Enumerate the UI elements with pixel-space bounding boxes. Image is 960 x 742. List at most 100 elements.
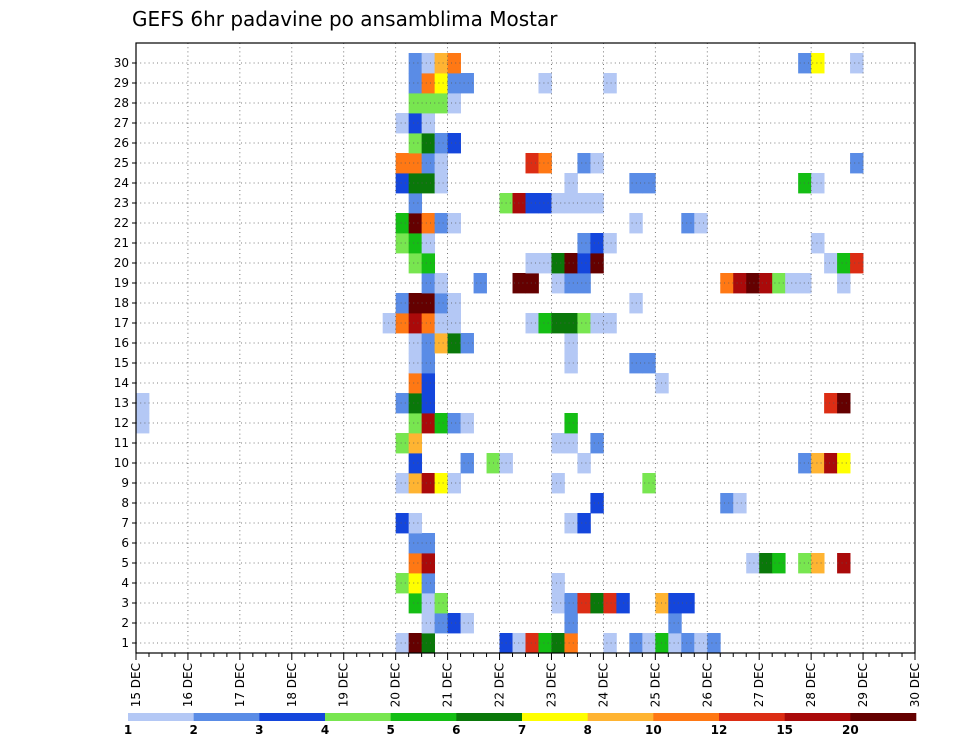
precip-cell bbox=[434, 293, 448, 314]
precip-cell bbox=[421, 233, 436, 254]
precip-cell bbox=[538, 193, 552, 214]
precip-cell bbox=[421, 633, 436, 654]
precip-cell bbox=[811, 173, 825, 194]
precip-cell bbox=[811, 233, 825, 254]
y-tick-label: 9 bbox=[121, 476, 129, 490]
precip-cell bbox=[447, 293, 461, 314]
precip-cell bbox=[538, 73, 552, 94]
precip-cell bbox=[525, 313, 539, 334]
precip-cell bbox=[460, 333, 474, 354]
precip-cell bbox=[668, 613, 682, 634]
precip-cell bbox=[136, 413, 150, 434]
precip-cell bbox=[408, 193, 423, 214]
precip-cell bbox=[421, 393, 436, 414]
colorbar-swatch bbox=[390, 713, 457, 721]
precip-cell bbox=[798, 273, 812, 294]
precip-cell bbox=[395, 633, 410, 654]
colorbar-swatch bbox=[719, 713, 785, 721]
precip-cell bbox=[512, 633, 526, 654]
precip-cell bbox=[395, 173, 410, 194]
precip-cell bbox=[408, 433, 423, 454]
precip-cell bbox=[564, 313, 578, 334]
precip-cell bbox=[811, 553, 825, 574]
precip-cell bbox=[694, 633, 708, 654]
precip-cell bbox=[395, 153, 410, 174]
precip-cell bbox=[421, 93, 436, 114]
x-tick-label: 16 DEC bbox=[181, 663, 195, 707]
y-tick-label: 6 bbox=[121, 536, 129, 550]
precip-cell bbox=[421, 53, 436, 74]
y-tick-label: 20 bbox=[114, 256, 129, 270]
precip-cell bbox=[603, 313, 617, 334]
precip-cell bbox=[850, 53, 864, 74]
precip-cell bbox=[421, 413, 436, 434]
precip-cell bbox=[434, 93, 448, 114]
precip-cell bbox=[460, 613, 474, 634]
precip-cell bbox=[655, 593, 669, 614]
precip-cell bbox=[551, 593, 565, 614]
precip-cell bbox=[408, 473, 423, 494]
precip-cell bbox=[447, 313, 461, 334]
x-tick-label: 28 DEC bbox=[804, 663, 818, 707]
precip-cell bbox=[564, 593, 578, 614]
precip-cell bbox=[590, 233, 604, 254]
precip-cell bbox=[460, 453, 474, 474]
x-tick-label: 17 DEC bbox=[233, 663, 247, 707]
precip-cell bbox=[681, 213, 695, 234]
colorbar-label: 4 bbox=[321, 723, 329, 737]
precip-cell bbox=[798, 53, 812, 74]
precip-cell bbox=[408, 333, 423, 354]
precip-cell bbox=[434, 153, 448, 174]
precip-cell bbox=[538, 313, 552, 334]
precip-cell bbox=[447, 473, 461, 494]
y-tick-label: 4 bbox=[121, 576, 129, 590]
precip-cell bbox=[668, 633, 682, 654]
x-tick-label: 27 DEC bbox=[752, 663, 766, 707]
precip-cell bbox=[564, 273, 578, 294]
y-axis: 1234567891011121314151617181920212223242… bbox=[114, 56, 136, 650]
precip-cell bbox=[577, 233, 591, 254]
precip-cell bbox=[395, 293, 410, 314]
precip-cell bbox=[551, 193, 565, 214]
y-tick-label: 21 bbox=[114, 236, 129, 250]
precip-cell bbox=[408, 93, 423, 114]
precip-cell bbox=[408, 373, 423, 394]
precip-cell bbox=[564, 253, 578, 274]
precip-cell bbox=[590, 493, 604, 514]
precip-cell bbox=[421, 333, 436, 354]
precip-cell bbox=[447, 413, 461, 434]
chart-title: GEFS 6hr padavine po ansamblima Mostar bbox=[132, 7, 558, 31]
precip-cell bbox=[824, 453, 838, 474]
precip-cell bbox=[408, 153, 423, 174]
precip-cell bbox=[408, 213, 423, 234]
precip-cell bbox=[720, 273, 734, 294]
precip-cell bbox=[681, 633, 695, 654]
precip-cell bbox=[460, 73, 474, 94]
precip-cell bbox=[447, 93, 461, 114]
precip-cell bbox=[421, 133, 436, 154]
precip-cell bbox=[408, 393, 423, 414]
precip-cell bbox=[434, 53, 448, 74]
precip-cell bbox=[408, 53, 423, 74]
precip-cell bbox=[421, 113, 436, 134]
x-tick-label: 20 DEC bbox=[389, 663, 403, 707]
precip-cell bbox=[811, 53, 825, 74]
precip-cell bbox=[720, 493, 734, 514]
precip-cell bbox=[421, 313, 436, 334]
colorbar-label: 1 bbox=[124, 723, 132, 737]
x-tick-label: 21 DEC bbox=[441, 663, 455, 707]
precip-cell bbox=[577, 593, 591, 614]
precip-cell bbox=[759, 273, 773, 294]
precip-cell bbox=[837, 453, 851, 474]
precip-cell bbox=[421, 153, 436, 174]
precip-cell bbox=[811, 453, 825, 474]
precip-cell bbox=[395, 473, 410, 494]
precip-cell bbox=[421, 533, 436, 554]
y-tick-label: 11 bbox=[114, 436, 129, 450]
precip-cell bbox=[655, 633, 669, 654]
y-tick-label: 8 bbox=[121, 496, 129, 510]
precip-cell bbox=[837, 553, 851, 574]
precip-cell bbox=[447, 613, 461, 634]
precip-cell bbox=[590, 193, 604, 214]
colorbar-swatch bbox=[653, 713, 720, 721]
